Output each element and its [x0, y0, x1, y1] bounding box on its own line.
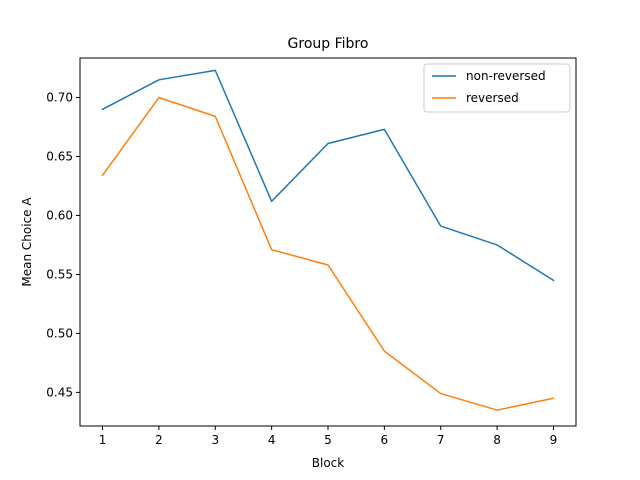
- x-tick-label: 9: [550, 433, 558, 447]
- series-line-non-reversed: [101, 69, 555, 282]
- axes-frame: [79, 57, 577, 427]
- x-tick-label: 1: [99, 433, 107, 447]
- legend-box: [423, 63, 571, 113]
- series-line-reversed: [101, 96, 555, 411]
- legend: non-reversed reversed: [423, 63, 571, 113]
- x-tick-label: 3: [211, 433, 219, 447]
- x-tick-label: 4: [268, 433, 276, 447]
- y-axis-ticks: 0.45 0.50 0.55 0.60 0.65 0.70: [46, 91, 80, 399]
- x-tick-label: 7: [437, 433, 445, 447]
- y-tick-label: 0.45: [46, 385, 73, 399]
- x-tick-label: 5: [324, 433, 332, 447]
- legend-label: non-reversed: [466, 69, 546, 83]
- x-tick-label: 8: [493, 433, 501, 447]
- y-axis-label: Mean Choice A: [20, 197, 34, 287]
- x-axis-label: Block: [312, 456, 345, 470]
- y-tick-label: 0.65: [46, 149, 73, 163]
- legend-label: reversed: [466, 91, 519, 105]
- x-tick-label: 2: [155, 433, 163, 447]
- x-axis-ticks: 1 2 3 4 5 6 7 8 9: [99, 426, 558, 447]
- x-tick-label: 6: [381, 433, 389, 447]
- y-tick-label: 0.60: [46, 208, 73, 222]
- y-tick-label: 0.50: [46, 326, 73, 340]
- y-tick-label: 0.55: [46, 267, 73, 281]
- y-tick-label: 0.70: [46, 91, 73, 105]
- chart-title: Group Fibro: [288, 36, 369, 52]
- series-layer: [101, 69, 555, 411]
